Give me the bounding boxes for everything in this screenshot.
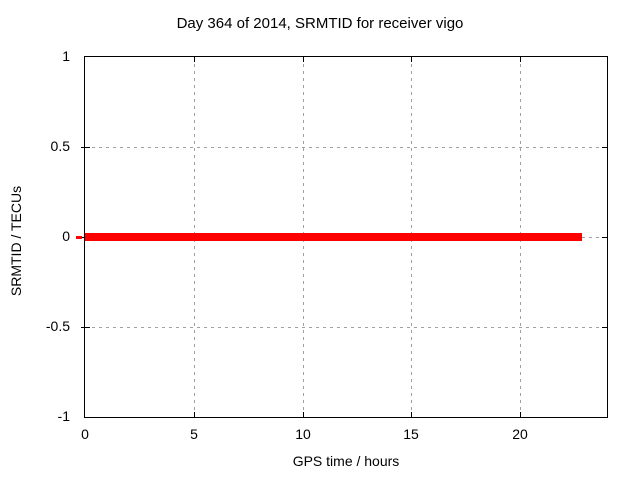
series-zero-tick-overhang bbox=[76, 236, 82, 239]
h-gridline bbox=[85, 327, 607, 328]
chart-title: Day 364 of 2014, SRMTID for receiver vig… bbox=[176, 15, 464, 32]
y-tick-label: -1 bbox=[57, 408, 70, 424]
x-tick-label: 0 bbox=[81, 426, 89, 442]
x-tick-top bbox=[303, 57, 304, 62]
x-axis-label: GPS time / hours bbox=[292, 453, 400, 469]
y-tick-right bbox=[602, 327, 607, 328]
x-tick-top bbox=[194, 57, 195, 62]
x-tick-bottom bbox=[194, 412, 195, 417]
y-tick-left bbox=[81, 147, 90, 148]
y-tick-left bbox=[81, 327, 90, 328]
plot-area bbox=[76, 56, 608, 418]
x-tick-top bbox=[520, 57, 521, 62]
y-tick-label: 0.5 bbox=[50, 138, 70, 154]
x-tick-label: 5 bbox=[190, 426, 198, 442]
series-line bbox=[85, 233, 582, 241]
x-tick-bottom bbox=[520, 412, 521, 417]
x-tick-bottom bbox=[411, 412, 412, 417]
y-tick-right bbox=[602, 237, 607, 238]
x-tick-label: 20 bbox=[512, 426, 528, 442]
h-gridline bbox=[85, 147, 607, 148]
y-tick-right bbox=[602, 147, 607, 148]
x-tick-label: 10 bbox=[295, 426, 311, 442]
y-tick-label: 0 bbox=[62, 228, 70, 244]
y-tick-label: 1 bbox=[62, 48, 70, 64]
x-tick-bottom bbox=[303, 412, 304, 417]
x-tick-top bbox=[411, 57, 412, 62]
x-tick-label: 15 bbox=[403, 426, 419, 442]
y-tick-label: -0.5 bbox=[45, 318, 70, 334]
